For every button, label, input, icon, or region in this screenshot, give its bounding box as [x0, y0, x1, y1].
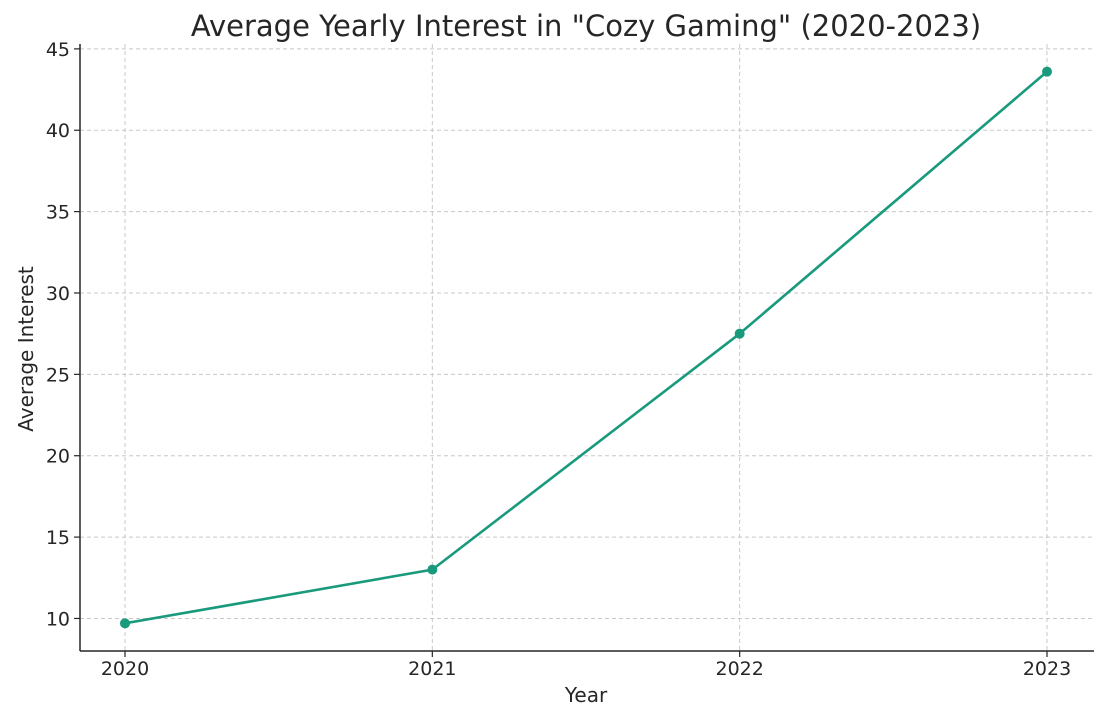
x-tick-label: 2020 [101, 658, 149, 680]
y-tick-label: 10 [46, 608, 70, 630]
series-line [124, 70, 1048, 625]
data-point [1042, 66, 1052, 77]
chart-title: Average Yearly Interest in "Cozy Gaming"… [191, 9, 981, 43]
ticks: 2020 2021 2022 2023 10 15 20 25 30 35 40 45 [46, 39, 1071, 680]
data-point [427, 564, 438, 575]
y-tick-label: 25 [46, 364, 70, 386]
data-point [120, 618, 130, 629]
x-tick-label: 2021 [408, 658, 456, 680]
y-tick-label: 20 [46, 446, 70, 468]
x-tick-label: 2023 [1023, 658, 1071, 680]
y-tick-label: 30 [46, 283, 70, 305]
axes [79, 44, 1094, 652]
data-point [734, 328, 745, 339]
x-tick-label: 2022 [715, 658, 763, 680]
x-axis-label: Year [564, 683, 608, 707]
series [120, 66, 1052, 629]
y-tick-label: 15 [46, 527, 70, 549]
y-axis-label: Average Interest [14, 266, 38, 432]
grid [80, 44, 1094, 651]
y-tick-label: 45 [46, 39, 70, 61]
y-tick-label: 40 [46, 120, 70, 142]
y-tick-label: 35 [46, 202, 70, 224]
